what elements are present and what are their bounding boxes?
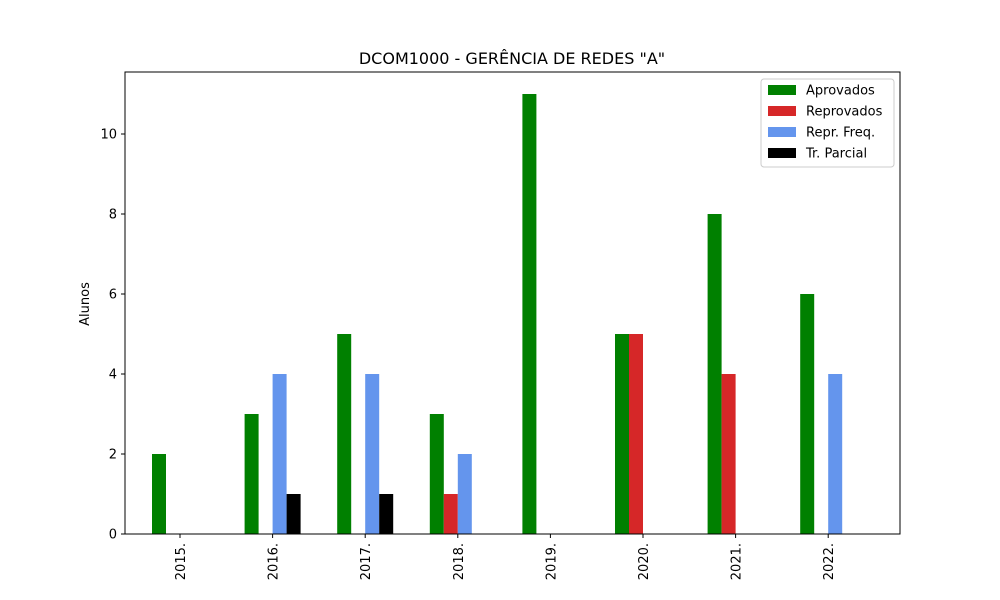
y-axis: 0 2 4 6 8 10 [100, 128, 125, 543]
x-tick-label: 2020. [637, 543, 652, 580]
x-tick-label: 2016. [267, 543, 282, 580]
y-tick-label: 8 [109, 208, 117, 223]
bar-aprovados-2021 [707, 214, 722, 534]
bar-aprovados-2020 [615, 334, 629, 534]
x-tick-label: 2015. [174, 543, 189, 580]
x-axis: 2015. 2016. 2017. 2018. 2019. 2020. 2021. 2022. [174, 534, 837, 580]
legend-swatch [768, 127, 796, 137]
bar-aprovados-2022 [800, 294, 815, 534]
y-tick-label: 4 [109, 368, 117, 383]
bar-reprovados-2018 [443, 494, 458, 534]
legend-swatch [768, 148, 796, 158]
bar-aprovados-2018 [429, 414, 444, 534]
bar-aprovados-2019 [522, 94, 537, 534]
bar-repr-freq-2018 [457, 454, 472, 534]
x-tick-label: 2021. [730, 543, 745, 580]
bar-reprovados-2020 [629, 334, 643, 534]
x-tick-label: 2022. [822, 543, 837, 580]
bar-repr-freq-2016 [272, 374, 287, 534]
bar-reprovados-2021 [721, 374, 736, 534]
bar-repr-freq-2017 [365, 374, 380, 534]
y-tick-label: 10 [100, 128, 117, 143]
bar-tr-parcial-2016 [286, 494, 301, 534]
chart-title: DCOM1000 - GERÊNCIA DE REDES "A" [359, 49, 665, 68]
x-tick-label: 2019. [544, 543, 559, 580]
legend-label: Aprovados [806, 84, 875, 99]
bar-repr-freq-2022 [828, 374, 843, 534]
bar-aprovados-2015 [152, 454, 166, 534]
y-tick-label: 2 [109, 448, 117, 463]
legend-box [760, 78, 895, 168]
legend-swatch [768, 106, 796, 116]
legend-label: Reprovados [806, 105, 883, 120]
legend-label: Tr. Parcial [805, 147, 867, 162]
bar-aprovados-2017 [337, 334, 352, 534]
y-tick-label: 0 [109, 528, 117, 543]
legend: Aprovados Reprovados Repr. Freq. Tr. Parcia… [760, 78, 895, 168]
bar-aprovados-2016 [244, 414, 259, 534]
y-axis-label: Alunos [78, 282, 93, 326]
bar-tr-parcial-2017 [379, 494, 394, 534]
plot-frame [124, 71, 901, 535]
bars-group [152, 94, 843, 534]
legend-swatch [768, 85, 796, 95]
y-tick-label: 6 [109, 288, 117, 303]
x-tick-label: 2018. [452, 543, 467, 580]
legend-label: Repr. Freq. [806, 126, 875, 141]
x-tick-label: 2017. [359, 543, 374, 580]
